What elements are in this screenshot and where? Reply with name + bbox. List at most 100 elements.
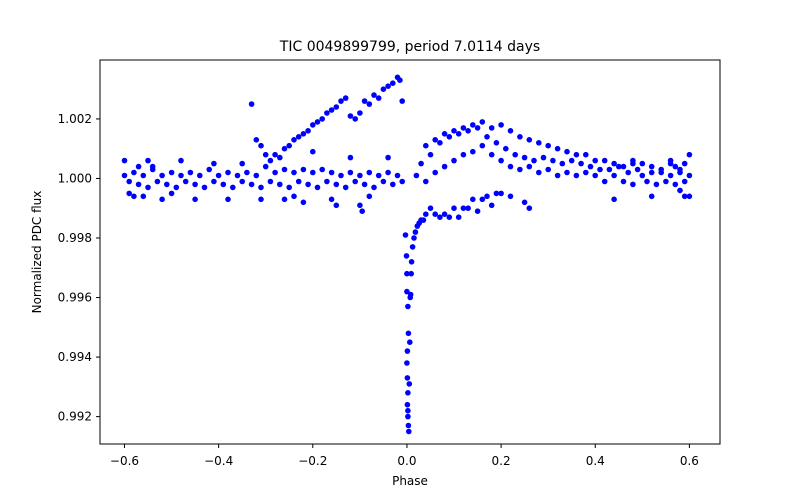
y-tick-label: 0.996 xyxy=(58,291,92,305)
data-point xyxy=(540,154,547,161)
data-point xyxy=(432,211,439,217)
x-tick-label: 0.0 xyxy=(397,454,416,468)
data-point xyxy=(681,160,688,167)
data-point xyxy=(281,145,288,152)
data-point xyxy=(253,172,260,179)
data-point xyxy=(347,169,354,176)
data-point xyxy=(394,172,401,179)
data-point xyxy=(536,169,542,176)
data-point xyxy=(253,137,260,143)
data-point xyxy=(498,190,504,197)
data-point xyxy=(352,178,359,185)
data-point xyxy=(493,190,500,197)
data-point xyxy=(536,140,542,146)
data-point xyxy=(149,163,156,170)
data-point xyxy=(441,211,448,217)
data-point xyxy=(154,178,161,185)
data-point xyxy=(512,151,518,158)
data-point xyxy=(333,104,340,110)
data-point xyxy=(493,140,500,146)
data-point xyxy=(168,190,175,197)
data-point xyxy=(404,401,411,408)
data-point xyxy=(667,172,674,179)
data-point xyxy=(404,270,410,277)
data-point xyxy=(333,181,340,188)
data-point xyxy=(616,163,622,170)
data-point xyxy=(121,172,128,179)
x-tick-label: 0.6 xyxy=(680,454,699,468)
data-point xyxy=(420,217,427,223)
data-point xyxy=(564,148,570,155)
data-point xyxy=(441,163,448,170)
data-point xyxy=(357,110,363,116)
data-point xyxy=(634,166,641,173)
data-point xyxy=(441,131,448,137)
data-point xyxy=(686,193,693,200)
y-tick-label: 1.002 xyxy=(58,112,92,126)
data-point xyxy=(295,134,302,140)
data-point xyxy=(611,160,617,167)
data-point xyxy=(230,184,236,191)
data-point xyxy=(677,187,683,194)
data-point xyxy=(215,172,222,179)
data-point xyxy=(460,151,467,158)
data-point xyxy=(182,178,189,185)
data-point xyxy=(601,178,608,185)
data-point xyxy=(474,208,481,214)
data-point xyxy=(267,157,274,164)
data-point xyxy=(672,181,679,188)
data-point xyxy=(498,122,504,128)
data-point xyxy=(248,101,255,107)
data-point xyxy=(630,157,636,164)
data-point xyxy=(305,181,311,188)
data-point xyxy=(126,178,132,185)
data-point xyxy=(663,178,669,185)
data-point xyxy=(403,253,410,259)
data-point xyxy=(126,190,132,197)
data-point xyxy=(451,205,457,211)
data-point xyxy=(262,163,269,170)
data-point xyxy=(658,166,664,173)
data-point xyxy=(281,166,288,173)
data-point xyxy=(408,270,415,277)
data-point xyxy=(630,181,636,188)
data-point xyxy=(206,166,212,173)
data-point xyxy=(408,259,415,265)
data-point xyxy=(258,142,264,149)
data-point xyxy=(145,184,151,191)
data-point xyxy=(211,178,217,185)
data-point xyxy=(375,172,382,179)
data-point xyxy=(319,166,326,173)
data-point xyxy=(178,172,184,179)
data-point xyxy=(644,178,650,185)
data-point xyxy=(258,196,264,203)
data-point xyxy=(319,116,326,122)
data-point xyxy=(140,193,147,200)
data-point xyxy=(220,181,227,188)
data-point xyxy=(455,214,462,220)
data-point xyxy=(314,119,321,125)
data-point xyxy=(488,125,495,131)
data-point xyxy=(300,131,307,137)
data-point xyxy=(272,169,278,176)
data-point xyxy=(423,142,429,149)
data-point xyxy=(573,172,580,179)
data-point xyxy=(291,169,297,176)
data-point xyxy=(437,214,443,220)
data-point xyxy=(648,169,655,176)
data-point xyxy=(578,160,584,167)
data-point xyxy=(404,375,411,381)
data-point xyxy=(437,140,443,146)
data-point xyxy=(648,163,655,170)
data-point xyxy=(225,196,231,203)
data-point xyxy=(474,125,481,131)
data-point xyxy=(639,160,646,167)
data-point xyxy=(479,196,486,203)
data-point xyxy=(465,128,471,134)
data-point xyxy=(405,303,411,310)
data-point xyxy=(460,125,467,131)
data-point xyxy=(272,151,278,158)
data-point xyxy=(352,116,359,122)
data-point xyxy=(672,163,679,170)
